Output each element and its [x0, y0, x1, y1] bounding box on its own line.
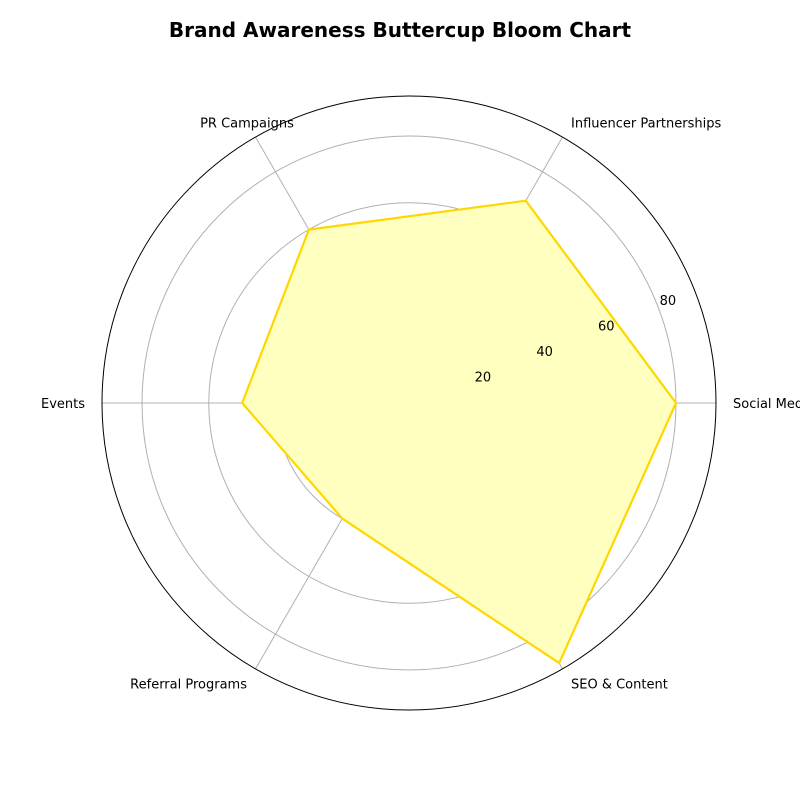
category-label: Influencer Partnerships	[571, 116, 721, 131]
chart-title: Brand Awareness Buttercup Bloom Chart	[168, 18, 632, 42]
category-label: Referral Programs	[130, 678, 247, 693]
radial-tick-label: 80	[660, 294, 677, 309]
category-label: Social Media	[733, 397, 800, 412]
series-line	[241, 199, 678, 665]
radial-tick-label: 60	[598, 319, 615, 334]
frame-layer	[101, 95, 717, 711]
label-layer: 20 40 60 80 Social Media Influencer Partnersh…	[41, 116, 800, 692]
category-label: Events	[41, 397, 85, 412]
radial-tick-label: 20	[475, 370, 492, 385]
series-area	[242, 200, 676, 664]
category-label: SEO & Content	[571, 678, 668, 693]
series-layer	[241, 199, 678, 665]
polar-frame	[101, 95, 717, 711]
radial-tick-label: 40	[536, 345, 553, 360]
category-label: PR Campaigns	[200, 116, 294, 131]
